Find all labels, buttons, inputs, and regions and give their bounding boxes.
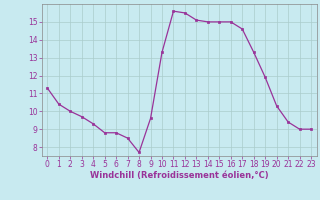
- X-axis label: Windchill (Refroidissement éolien,°C): Windchill (Refroidissement éolien,°C): [90, 171, 268, 180]
